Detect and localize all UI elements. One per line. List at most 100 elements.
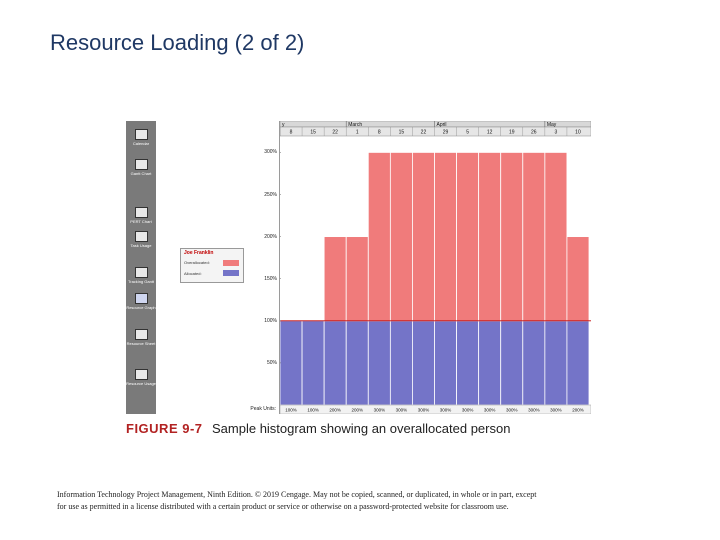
y-tick-label: 50% xyxy=(266,359,277,366)
figure-caption: Sample histogram showing an overallocate… xyxy=(212,421,511,436)
peak-units-value: 300% xyxy=(374,408,386,413)
peak-units-value: 300% xyxy=(484,408,496,413)
view-label: Gantt Chart xyxy=(130,171,152,176)
view-button-tracking-gantt[interactable]: Tracking Gantt xyxy=(126,267,156,284)
view-label: Resource Sheet xyxy=(126,341,156,346)
bar-allocated xyxy=(544,320,568,406)
bar-overallocated xyxy=(544,152,568,322)
view-label: PERT Chart xyxy=(130,219,152,224)
legend-pane: Joe Franklin Overallocated: Allocated: 3… xyxy=(159,121,280,414)
y-tick-label: 300% xyxy=(264,149,277,156)
day-label: 22 xyxy=(332,130,338,136)
calendar-icon xyxy=(134,129,148,140)
bar-allocated xyxy=(412,320,435,406)
copyright-footer: Information Technology Project Managemen… xyxy=(57,489,687,513)
day-label: 5 xyxy=(466,130,469,136)
legend-label-allocated: Allocated: xyxy=(184,271,202,276)
view-label: Calendar xyxy=(132,141,150,146)
bar-allocated xyxy=(434,320,457,406)
month-label: April xyxy=(437,122,447,128)
view-button-resource-graph[interactable]: Resource Graph xyxy=(126,293,156,310)
y-tick-label: 250% xyxy=(264,191,277,198)
view-button-gantt-chart[interactable]: Gantt Chart xyxy=(126,159,156,176)
bar-allocated xyxy=(389,320,413,406)
view-bar: Calendar Gantt Chart PERT Chart Task Usage T… xyxy=(126,121,156,414)
view-button-calendar[interactable]: Calendar xyxy=(126,129,156,146)
view-label: Resource Graph xyxy=(126,305,156,310)
histogram-svg: y March April May 8 15 22 1 8 15 22 29 5 12 19 26 3 10 100… xyxy=(278,121,591,414)
day-header xyxy=(279,126,591,137)
bar-allocated xyxy=(323,320,347,406)
bar-overallocated xyxy=(456,152,480,322)
view-label: Task Usage xyxy=(130,243,152,248)
figure-number: FIGURE 9-7 xyxy=(126,421,203,436)
day-label: 22 xyxy=(421,130,427,136)
bar-overallocated xyxy=(367,152,391,322)
peak-units-value: 100% xyxy=(307,408,319,413)
day-label: 3 xyxy=(555,130,558,136)
bar-overallocated xyxy=(412,152,435,322)
bar-allocated xyxy=(522,320,546,406)
bar-allocated xyxy=(500,320,524,406)
bar-allocated xyxy=(456,320,480,406)
peak-units-value: 300% xyxy=(396,408,408,413)
day-label: 8 xyxy=(290,130,293,136)
page-title: Resource Loading (2 of 2) xyxy=(50,30,305,55)
resource-legend: Joe Franklin Overallocated: Allocated: xyxy=(180,248,244,283)
ms-project-screenshot: Calendar Gantt Chart PERT Chart Task Usage T… xyxy=(126,121,591,414)
day-label: 1 xyxy=(356,130,359,136)
resource-sheet-icon xyxy=(134,329,148,340)
legend-swatch-overallocated xyxy=(223,260,239,266)
footer-line-1: Information Technology Project Managemen… xyxy=(57,490,537,499)
bar-allocated xyxy=(301,320,325,406)
day-label: 19 xyxy=(509,130,515,136)
peak-units-value: 300% xyxy=(528,408,540,413)
day-label: 15 xyxy=(310,130,316,136)
resource-graph-icon xyxy=(134,293,148,304)
month-label: March xyxy=(348,122,362,128)
day-label: 10 xyxy=(575,130,581,136)
month-label: y xyxy=(282,122,285,128)
view-button-resource-usage[interactable]: Resource Usage xyxy=(126,369,156,386)
day-label: 26 xyxy=(531,130,537,136)
legend-label-overallocated: Overallocated: xyxy=(184,260,210,265)
bar-overallocated xyxy=(522,152,546,322)
tracking-gantt-icon xyxy=(134,267,148,278)
y-tick-label: 150% xyxy=(264,275,277,282)
day-label: 8 xyxy=(378,130,381,136)
resource-usage-icon xyxy=(134,369,148,380)
day-label: 12 xyxy=(487,130,493,136)
pert-chart-icon xyxy=(134,207,148,218)
peak-units-value: 300% xyxy=(550,408,562,413)
bar-overallocated xyxy=(389,152,413,322)
month-header xyxy=(279,121,591,128)
view-button-resource-sheet[interactable]: Resource Sheet xyxy=(126,329,156,346)
view-button-pert-chart[interactable]: PERT Chart xyxy=(126,207,156,224)
day-label: 29 xyxy=(443,130,449,136)
resource-name: Joe Franklin xyxy=(184,250,214,256)
view-label: Resource Usage xyxy=(126,381,156,386)
resource-histogram: y March April May 8 15 22 1 8 15 22 29 5 12 19 26 3 10 100… xyxy=(278,121,591,414)
task-usage-icon xyxy=(134,231,148,242)
bar-allocated xyxy=(367,320,391,406)
gantt-chart-icon xyxy=(134,159,148,170)
bar-allocated xyxy=(279,320,303,406)
peak-units-label: Peak Units: xyxy=(250,406,276,412)
peak-units-value: 300% xyxy=(418,408,430,413)
peak-units-value: 300% xyxy=(462,408,474,413)
peak-units-row xyxy=(279,404,591,414)
y-tick-label: 200% xyxy=(264,233,277,240)
peak-units-value: 300% xyxy=(440,408,452,413)
month-label: May xyxy=(547,122,557,128)
peak-units-value: 100% xyxy=(285,408,297,413)
bar-overallocated xyxy=(345,236,369,322)
day-label: 15 xyxy=(399,130,405,136)
bar-allocated xyxy=(566,320,590,406)
bar-overallocated xyxy=(434,152,457,322)
y-tick-label: 100% xyxy=(264,317,277,324)
bar-allocated xyxy=(478,320,502,406)
legend-swatch-allocated xyxy=(223,270,239,276)
bar-overallocated xyxy=(566,236,590,322)
peak-units-value: 200% xyxy=(329,408,341,413)
view-button-task-usage[interactable]: Task Usage xyxy=(126,231,156,248)
